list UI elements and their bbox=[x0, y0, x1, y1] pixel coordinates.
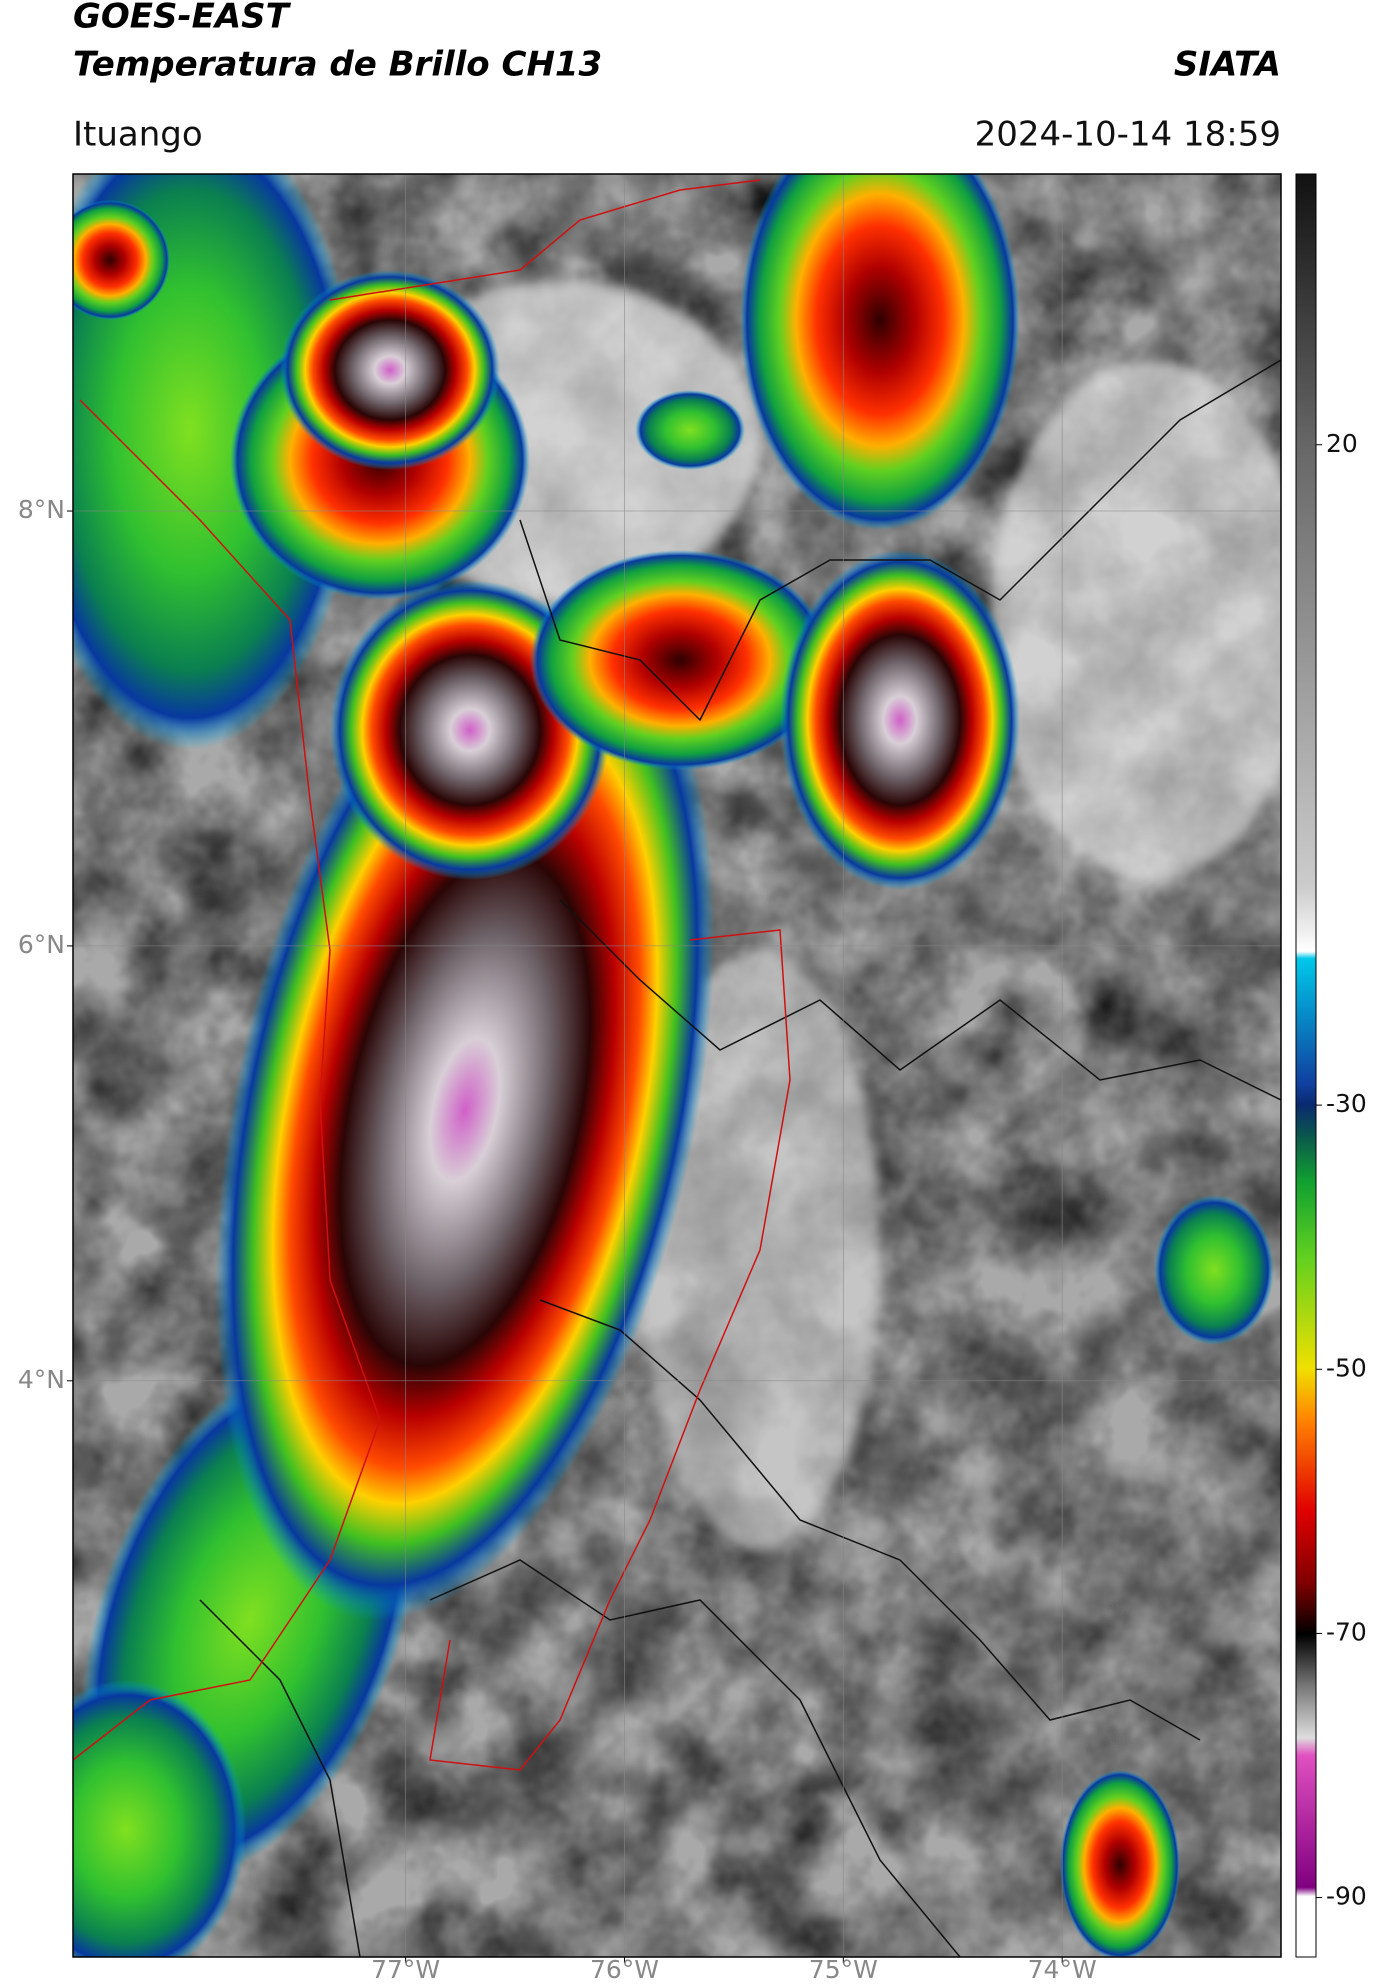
graticule bbox=[73, 174, 1281, 1957]
lon-tick-label: 75°W bbox=[809, 1955, 878, 1981]
lon-tick-label: 77°W bbox=[371, 1955, 440, 1981]
lat-tick-label: 6°N bbox=[18, 930, 65, 959]
map-frame bbox=[72, 173, 1282, 1958]
satellite-image bbox=[73, 174, 1281, 1957]
colorbar bbox=[1295, 173, 1317, 1958]
colorbar-tick-label: -30 bbox=[1326, 1089, 1367, 1118]
lon-tick-label: 74°W bbox=[1028, 1955, 1097, 1981]
colorbar-tick-label: -50 bbox=[1326, 1353, 1367, 1382]
colorbar-tick-label: -70 bbox=[1326, 1617, 1367, 1646]
lat-tick-label: 8°N bbox=[18, 495, 65, 524]
datetime: 2024-10-14 18:59 bbox=[975, 115, 1281, 155]
lat-tick-label: 4°N bbox=[18, 1365, 65, 1394]
title: GOES-EAST bbox=[73, 0, 292, 37]
lon-tick-label: 76°W bbox=[590, 1955, 659, 1981]
colorbar-tick-label: -90 bbox=[1326, 1882, 1367, 1911]
source: SIATA bbox=[1174, 45, 1281, 85]
subtitle: Temperatura de Brillo CH13 bbox=[73, 45, 602, 85]
colorbar-tick-label: 20 bbox=[1326, 429, 1358, 458]
location: Ituango bbox=[73, 115, 203, 155]
